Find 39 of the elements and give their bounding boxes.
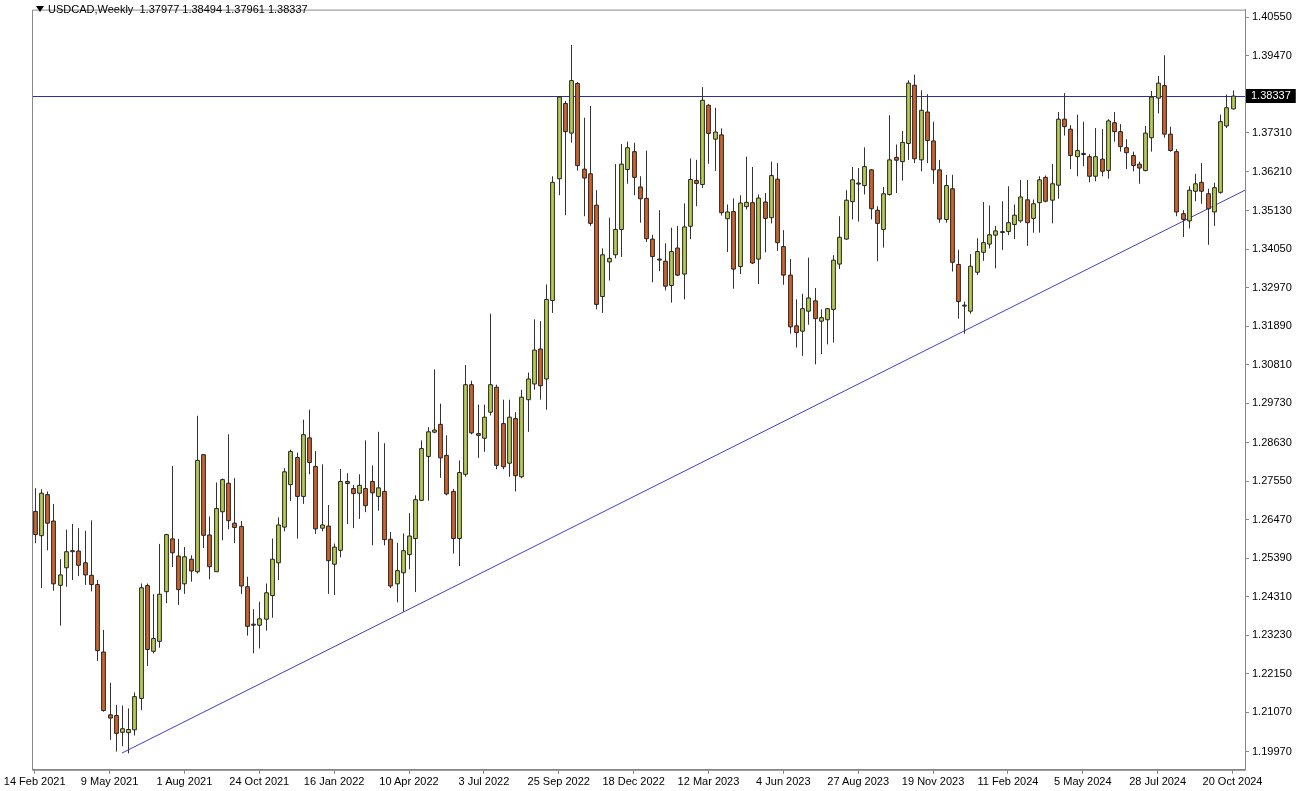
y-tick-label: 1.37310 bbox=[1252, 125, 1292, 138]
y-tick-label: 1.24310 bbox=[1252, 589, 1292, 602]
y-tick-label: 1.21070 bbox=[1252, 705, 1292, 718]
y-tick-label: 1.35130 bbox=[1252, 203, 1292, 216]
x-tick-label: 28 Jul 2024 bbox=[1129, 775, 1187, 788]
y-tick-label: 1.29730 bbox=[1252, 396, 1292, 409]
x-tick-label: 16 Jan 2022 bbox=[303, 775, 365, 788]
y-tick-label: 1.22150 bbox=[1252, 666, 1292, 679]
y-tick-label: 1.39470 bbox=[1252, 48, 1292, 61]
x-tick-label: 19 Nov 2023 bbox=[901, 775, 965, 788]
x-tick-label: 27 Aug 2023 bbox=[827, 775, 890, 788]
x-tick-label: 9 May 2021 bbox=[80, 775, 139, 788]
chart-title: USDCAD,Weekly 1.37977 1.38494 1.37961 1.38337 bbox=[48, 3, 308, 15]
y-tick-label: 1.30810 bbox=[1252, 357, 1292, 370]
y-tick-label: 1.32970 bbox=[1252, 280, 1292, 293]
y-tick-label: 1.27550 bbox=[1252, 474, 1292, 487]
candlestick bbox=[58, 558, 63, 627]
x-tick-label: 18 Dec 2022 bbox=[602, 775, 665, 788]
x-tick-label: 10 Apr 2022 bbox=[379, 775, 439, 788]
x-tick-label: 11 Feb 2024 bbox=[977, 775, 1039, 788]
x-tick-label: 20 Oct 2024 bbox=[1202, 775, 1263, 788]
x-tick-label: 4 Jun 2023 bbox=[756, 775, 811, 788]
y-tick-label: 1.40550 bbox=[1252, 10, 1292, 23]
y-tick-label: 1.36210 bbox=[1252, 165, 1292, 178]
x-tick-label: 14 Feb 2021 bbox=[3, 775, 66, 788]
y-tick-label: 1.23230 bbox=[1252, 628, 1292, 641]
x-tick-label: 25 Sep 2022 bbox=[527, 775, 590, 788]
x-tick-label: 12 Mar 2023 bbox=[677, 775, 740, 788]
y-tick-label: 1.28630 bbox=[1252, 435, 1292, 448]
x-tick-label: 3 Jul 2022 bbox=[458, 775, 510, 788]
y-tick-label: 1.34050 bbox=[1252, 242, 1292, 255]
x-tick-label: 24 Oct 2021 bbox=[229, 775, 290, 788]
y-tick-label: 1.25390 bbox=[1252, 551, 1292, 564]
y-tick-label: 1.26470 bbox=[1252, 512, 1292, 525]
y-tick-label: 1.31890 bbox=[1252, 319, 1292, 332]
x-tick-label: 5 May 2024 bbox=[1054, 775, 1112, 788]
x-tick-label: 1 Aug 2021 bbox=[156, 775, 213, 788]
ref-line-label: 1.38337 bbox=[1251, 89, 1291, 102]
y-tick-label: 1.19970 bbox=[1252, 744, 1292, 757]
